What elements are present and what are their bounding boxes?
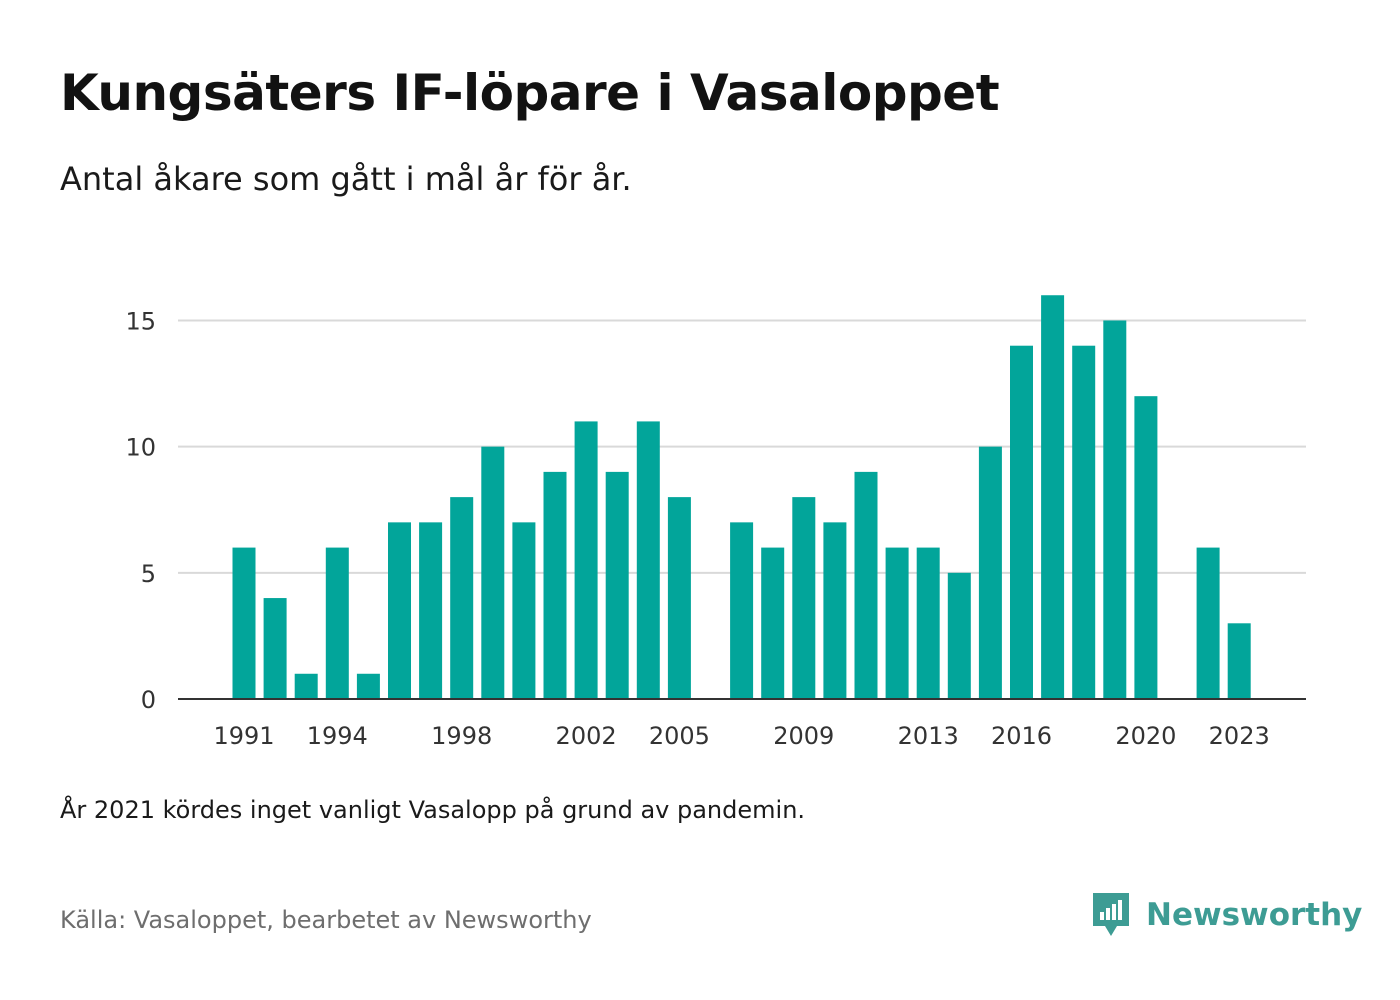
brand-name: Newsworthy [1146,897,1363,933]
newsworthy-logo-icon [1093,893,1129,936]
bar-2022 [1196,547,1220,699]
bar-2003 [605,471,629,699]
y-axis-ticks: 0 5 10 15 [125,307,156,714]
bar-2020 [1134,396,1158,699]
chart-note: År 2021 kördes inget vanligt Vasalopp på… [60,796,806,824]
bar-2010 [823,522,847,699]
bar-2002 [574,421,598,699]
x-tick-label: 2020 [1115,722,1176,750]
bar-2004 [636,421,660,699]
bar-2014 [947,572,971,699]
bar-1995 [356,673,380,699]
bars [232,295,1251,699]
bar-2007 [730,522,754,699]
x-tick-label: 1998 [431,722,492,750]
x-tick-label: 2013 [898,722,959,750]
bar-2017 [1041,295,1065,699]
x-tick-label: 2016 [991,722,1052,750]
x-tick-label: 2009 [773,722,834,750]
bar-1994 [325,547,349,699]
bar-2008 [761,547,785,699]
bar-1999 [481,446,505,699]
x-tick-label: 1994 [307,722,368,750]
chart-subtitle: Antal åkare som gått i mål år för år. [60,160,632,198]
x-tick-label: 2005 [649,722,710,750]
bar-1992 [263,598,287,699]
bar-1991 [232,547,256,699]
x-axis-ticks: 1991 1994 1998 2002 2005 2009 2013 2016 2020 2023 [213,722,1269,750]
bar-2015 [978,446,1002,699]
y-tick-label: 5 [141,560,156,588]
bar-1993 [294,673,318,699]
x-tick-label: 2023 [1209,722,1270,750]
y-tick-label: 10 [125,434,156,462]
x-tick-label: 2002 [556,722,617,750]
bar-2000 [512,522,536,699]
bar-2001 [543,471,567,699]
bar-1998 [450,497,474,699]
y-tick-label: 0 [141,686,156,714]
bar-2005 [667,497,691,699]
x-tick-label: 1991 [213,722,274,750]
bar-2011 [854,471,878,699]
bar-1997 [419,522,443,699]
bar-2023 [1227,623,1251,699]
bar-2016 [1010,345,1033,699]
source-text: Källa: Vasaloppet, bearbetet av Newswort… [60,906,592,934]
y-tick-label: 15 [125,307,156,335]
bar-2018 [1072,345,1096,699]
bar-2013 [916,547,940,699]
bar-1996 [388,522,411,699]
bar-2012 [885,547,909,699]
bar-2019 [1103,320,1127,699]
bar-2009 [792,497,816,699]
brand-logo[interactable]: Newsworthy [1090,890,1362,940]
chart-title: Kungsäters IF-löpare i Vasaloppet [60,64,1000,122]
